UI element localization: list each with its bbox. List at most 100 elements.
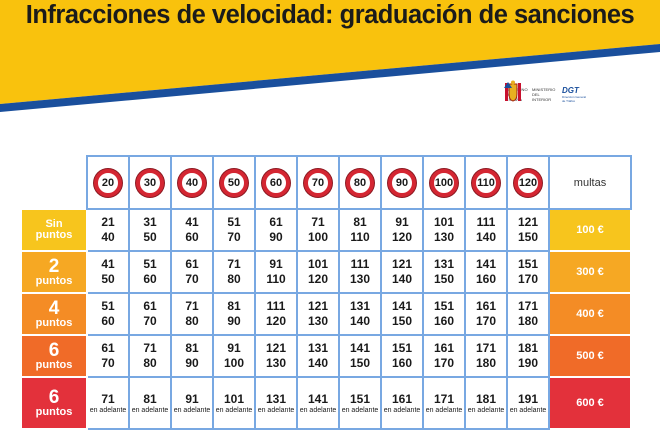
speed-range-to: 190 (517, 356, 539, 370)
speed-range-cell: 151 160 (422, 292, 466, 336)
speed-range-to: 40 (101, 230, 115, 244)
speed-range-cell: 121 140 (380, 250, 424, 294)
speed-range-from: 171 (433, 391, 455, 406)
speed-range-cell: 161 170 (422, 334, 466, 378)
speed-range-from: 41 (101, 257, 115, 271)
speed-range-cell: 91 110 (254, 250, 298, 294)
speed-range-to: 120 (265, 314, 287, 328)
speed-range-cell: 71 80 (212, 250, 256, 294)
speed-range-cell: 91 en adelante (170, 376, 214, 430)
speed-range-cell: 161 en adelante (380, 376, 424, 430)
banner-background (0, 0, 660, 112)
speed-range-cell: 171 en adelante (422, 376, 466, 430)
speed-range-to: 70 (101, 356, 115, 370)
speed-range-from: 131 (433, 257, 455, 271)
speed-range-to: 180 (517, 314, 539, 328)
points-number: 2 (48, 256, 60, 277)
speed-range-cell: 61 70 (170, 250, 214, 294)
speed-range-to: 160 (391, 356, 413, 370)
speed-range-to: 120 (307, 272, 329, 286)
speed-range-from: 171 (475, 341, 497, 355)
speed-range-from: 71 (101, 391, 115, 406)
speed-range-cell: 121 150 (506, 208, 550, 252)
speed-range-from: 151 (517, 257, 539, 271)
penalty-row: 2 puntos 41 50 51 60 61 70 71 80 91 110 101 120 111 130… (20, 250, 632, 294)
speed-range-to: 180 (475, 356, 497, 370)
speed-range-to: 90 (227, 314, 241, 328)
speed-range-from: 111 (476, 215, 496, 229)
speed-range-from: 141 (349, 341, 371, 355)
speed-range-cell: 71 en adelante (86, 376, 130, 430)
speed-range-from: 51 (227, 215, 241, 229)
speed-range-cell: 101 130 (422, 208, 466, 252)
logos: GOBIERNO DE ESPAÑA MINISTERIO DEL INTERI… (503, 80, 588, 108)
speed-range-to: 80 (143, 356, 157, 370)
penalty-row: 4 puntos 51 60 61 70 71 80 81 90 111 120 121 130 131 14… (20, 292, 632, 336)
speed-range-from: 191 (517, 391, 539, 406)
speed-range-to: 160 (475, 272, 497, 286)
speed-range-cell: 21 40 (86, 208, 130, 252)
speed-limit-sign: 20 (94, 168, 122, 197)
speed-range-to: 60 (185, 230, 199, 244)
sanctions-table: 20 30 40 50 60 70 80 90 100 110 120 mult… (20, 155, 632, 430)
points-text: puntos (35, 359, 73, 371)
points-label: 6 puntos (20, 376, 88, 430)
speed-range-from: 101 (223, 391, 245, 406)
speed-range-cell: 181 190 (506, 334, 550, 378)
speed-range-from: 71 (311, 215, 325, 229)
speed-range-cell: 41 50 (86, 250, 130, 294)
speed-range-from: 61 (101, 341, 115, 355)
speed-range-from: 151 (391, 341, 413, 355)
speed-range-to: en adelante (509, 406, 547, 414)
speed-range-to: 150 (433, 272, 455, 286)
speed-limit-sign: 60 (262, 168, 290, 197)
speed-range-to: 50 (101, 272, 115, 286)
speed-range-to: 130 (433, 230, 455, 244)
points-text: puntos (35, 275, 73, 287)
penalty-row: 6 puntos 61 70 71 80 81 90 91 100 121 130 131 140 141 1… (20, 334, 632, 378)
speed-range-from: 31 (143, 215, 157, 229)
speed-range-cell: 41 60 (170, 208, 214, 252)
speed-range-cell: 151 170 (506, 250, 550, 294)
speed-range-from: 61 (143, 299, 157, 313)
speed-limit-sign: 110 (472, 168, 500, 197)
speed-range-to: 70 (227, 230, 241, 244)
speed-range-cell: 81 en adelante (128, 376, 172, 430)
speed-range-cell: 121 130 (296, 292, 340, 336)
speed-range-cell: 81 90 (170, 334, 214, 378)
speed-limit-sign: 30 (136, 168, 164, 197)
speed-range-from: 81 (227, 299, 241, 313)
speed-range-to: en adelante (341, 406, 379, 414)
speed-range-from: 51 (101, 299, 115, 313)
speed-range-from: 171 (517, 299, 539, 313)
speed-range-cell: 121 130 (254, 334, 298, 378)
speed-range-to: 80 (185, 314, 199, 328)
speed-range-to: 140 (349, 314, 371, 328)
speed-range-to: 130 (307, 314, 329, 328)
speed-range-from: 61 (269, 215, 283, 229)
speed-range-from: 121 (391, 257, 413, 271)
speed-range-from: 91 (269, 257, 283, 271)
speed-range-from: 141 (475, 257, 497, 271)
speed-range-cell: 61 70 (86, 334, 130, 378)
speed-range-cell: 51 60 (86, 292, 130, 336)
corner-cell (21, 156, 87, 209)
fine-amount: 400 € (548, 292, 632, 336)
speed-range-cell: 91 120 (380, 208, 424, 252)
speed-range-to: 150 (517, 230, 539, 244)
speed-range-from: 111 (266, 299, 286, 313)
points-number: 6 (48, 387, 60, 408)
penalty-row: Sin puntos 21 40 31 50 41 60 51 70 61 90 71 100 81 110 9… (20, 208, 632, 252)
speed-range-cell: 131 en adelante (254, 376, 298, 430)
speed-range-from: 71 (143, 341, 157, 355)
points-text: puntos (35, 317, 73, 329)
speed-range-cell: 111 120 (254, 292, 298, 336)
dgt-sub-label: Dirección General de Tráfico (562, 94, 587, 103)
speed-range-from: 81 (353, 215, 367, 229)
speed-range-cell: 81 110 (338, 208, 382, 252)
speed-range-to: 120 (391, 230, 413, 244)
speed-range-to: en adelante (425, 406, 463, 414)
speed-range-to: en adelante (257, 406, 295, 414)
points-text: puntos (35, 406, 73, 418)
speed-range-cell: 71 80 (128, 334, 172, 378)
